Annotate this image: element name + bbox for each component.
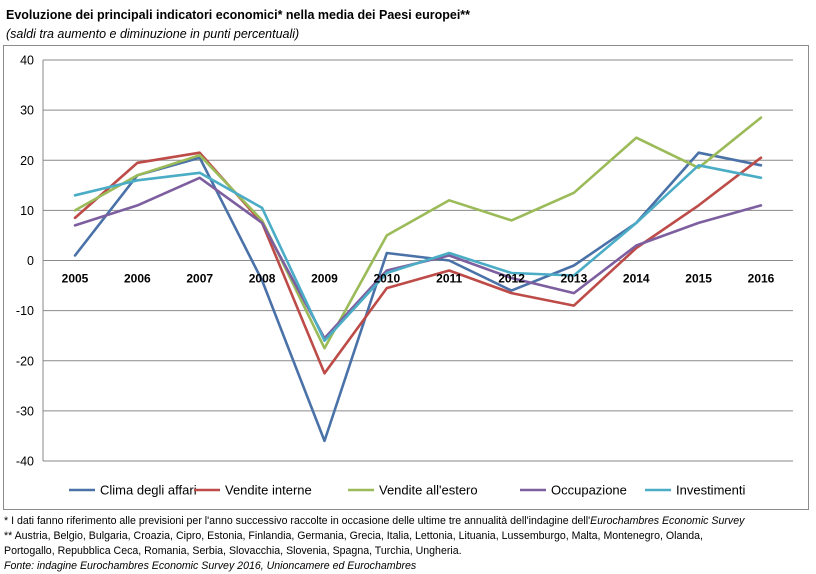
y-axis-ticks: 40 30 20 10 0 -10 -20 -30 -40	[16, 54, 34, 469]
x-tick-label: 2008	[249, 272, 276, 286]
x-tick-label: 2009	[311, 272, 338, 286]
y-tick-label: -20	[16, 354, 34, 368]
y-tick-label: 30	[20, 104, 34, 118]
series-line-5	[73, 164, 763, 343]
legend-label-2: Vendite interne	[225, 483, 312, 498]
x-tick-label: 2013	[561, 272, 588, 286]
y-tick-label: -10	[16, 304, 34, 318]
x-tick-label: 2014	[623, 272, 650, 286]
x-tick-label: 2011	[436, 272, 462, 286]
x-tick-label: 2007	[186, 272, 213, 286]
footnote-1: * I dati fanno riferimento alle previsio…	[4, 514, 812, 529]
series-lines	[73, 116, 763, 443]
legend-label-1: Clima degli affari	[100, 483, 197, 498]
y-tick-label: 0	[27, 254, 34, 268]
chart-subtitle: (saldi tra aumento e diminuzione in punt…	[6, 27, 300, 41]
footnotes: * I dati fanno riferimento alle previsio…	[4, 514, 812, 574]
x-tick-label: 2006	[124, 272, 151, 286]
legend: Clima degli affari Vendite interne Vendite…	[69, 483, 745, 498]
footnote-1-text: * I dati fanno riferimento alle previsio…	[4, 515, 591, 527]
x-tick-label: 2015	[685, 272, 712, 286]
x-tick-label: 2005	[62, 272, 89, 286]
chart-title: Evoluzione dei principali indicatori eco…	[6, 8, 471, 22]
legend-label-3: Vendite all'estero	[379, 483, 478, 498]
x-axis-ticks: 2005 2006 2007 2008 2009 2010 2011 2012 2013 2014…	[62, 272, 775, 286]
x-tick-label: 2012	[498, 272, 525, 286]
y-tick-label: -30	[16, 404, 34, 418]
legend-label-5: Investimenti	[676, 483, 745, 498]
footnote-2-line-2: Portogallo, Repubblica Ceca, Romania, Se…	[4, 545, 462, 557]
y-tick-label: -40	[16, 455, 34, 469]
x-tick-label: 2016	[748, 272, 775, 286]
chart-frame	[3, 45, 809, 510]
series-line-1	[73, 151, 763, 443]
y-tick-label: 10	[20, 204, 34, 218]
y-tick-label: 20	[20, 154, 34, 168]
y-tick-label: 40	[20, 54, 34, 68]
gridlines	[42, 59, 793, 462]
source-note: Fonte: indagine Eurochambres Economic Su…	[4, 560, 417, 572]
legend-label-4: Occupazione	[551, 483, 627, 498]
footnote-1-italic: Eurochambres Economic Survey	[590, 515, 745, 527]
x-tick-label: 2010	[373, 272, 400, 286]
series-line-3	[73, 116, 763, 350]
footnote-2-line-1: ** Austria, Belgio, Bulgaria, Croazia, C…	[4, 530, 703, 542]
